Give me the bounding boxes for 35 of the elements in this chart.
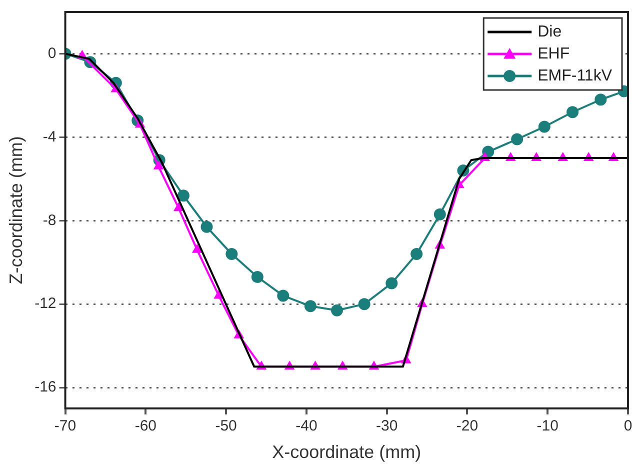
point	[511, 133, 524, 146]
x-tick-label: 0	[624, 418, 632, 435]
x-tick-label: -10	[536, 418, 558, 435]
y-tick-label: -16	[34, 378, 56, 396]
point	[330, 304, 343, 316]
point	[386, 277, 398, 290]
point	[410, 248, 423, 260]
x-tick-label: -70	[54, 418, 76, 435]
y-axis-title: Z-coordinate (mm)	[6, 136, 26, 284]
point	[251, 270, 264, 283]
legend-label: EMF-11kV	[538, 67, 612, 84]
x-tick-label: -50	[215, 418, 237, 435]
point	[304, 300, 316, 312]
point	[177, 190, 190, 202]
point	[566, 106, 579, 118]
y-tick-label: -12	[34, 295, 56, 312]
legend-label: Die	[538, 23, 562, 40]
x-tick-label: -60	[134, 418, 157, 435]
legend-label: EHF	[538, 45, 570, 62]
point	[226, 248, 238, 260]
point	[200, 220, 213, 233]
y-tick-label: -4	[42, 128, 56, 146]
x-tick-label: -40	[296, 418, 318, 435]
x-axis-title: X-coordinate (mm)	[272, 442, 422, 462]
point	[192, 244, 202, 253]
point	[358, 298, 370, 310]
x-tick-label: -30	[376, 418, 398, 435]
point	[153, 160, 164, 170]
x-tick-label: -20	[456, 418, 478, 435]
y-tick-label: -8	[42, 212, 56, 229]
y-tick-label: 0	[48, 44, 56, 62]
point	[594, 94, 607, 106]
point	[434, 208, 446, 220]
point	[538, 120, 550, 133]
point	[277, 290, 290, 302]
